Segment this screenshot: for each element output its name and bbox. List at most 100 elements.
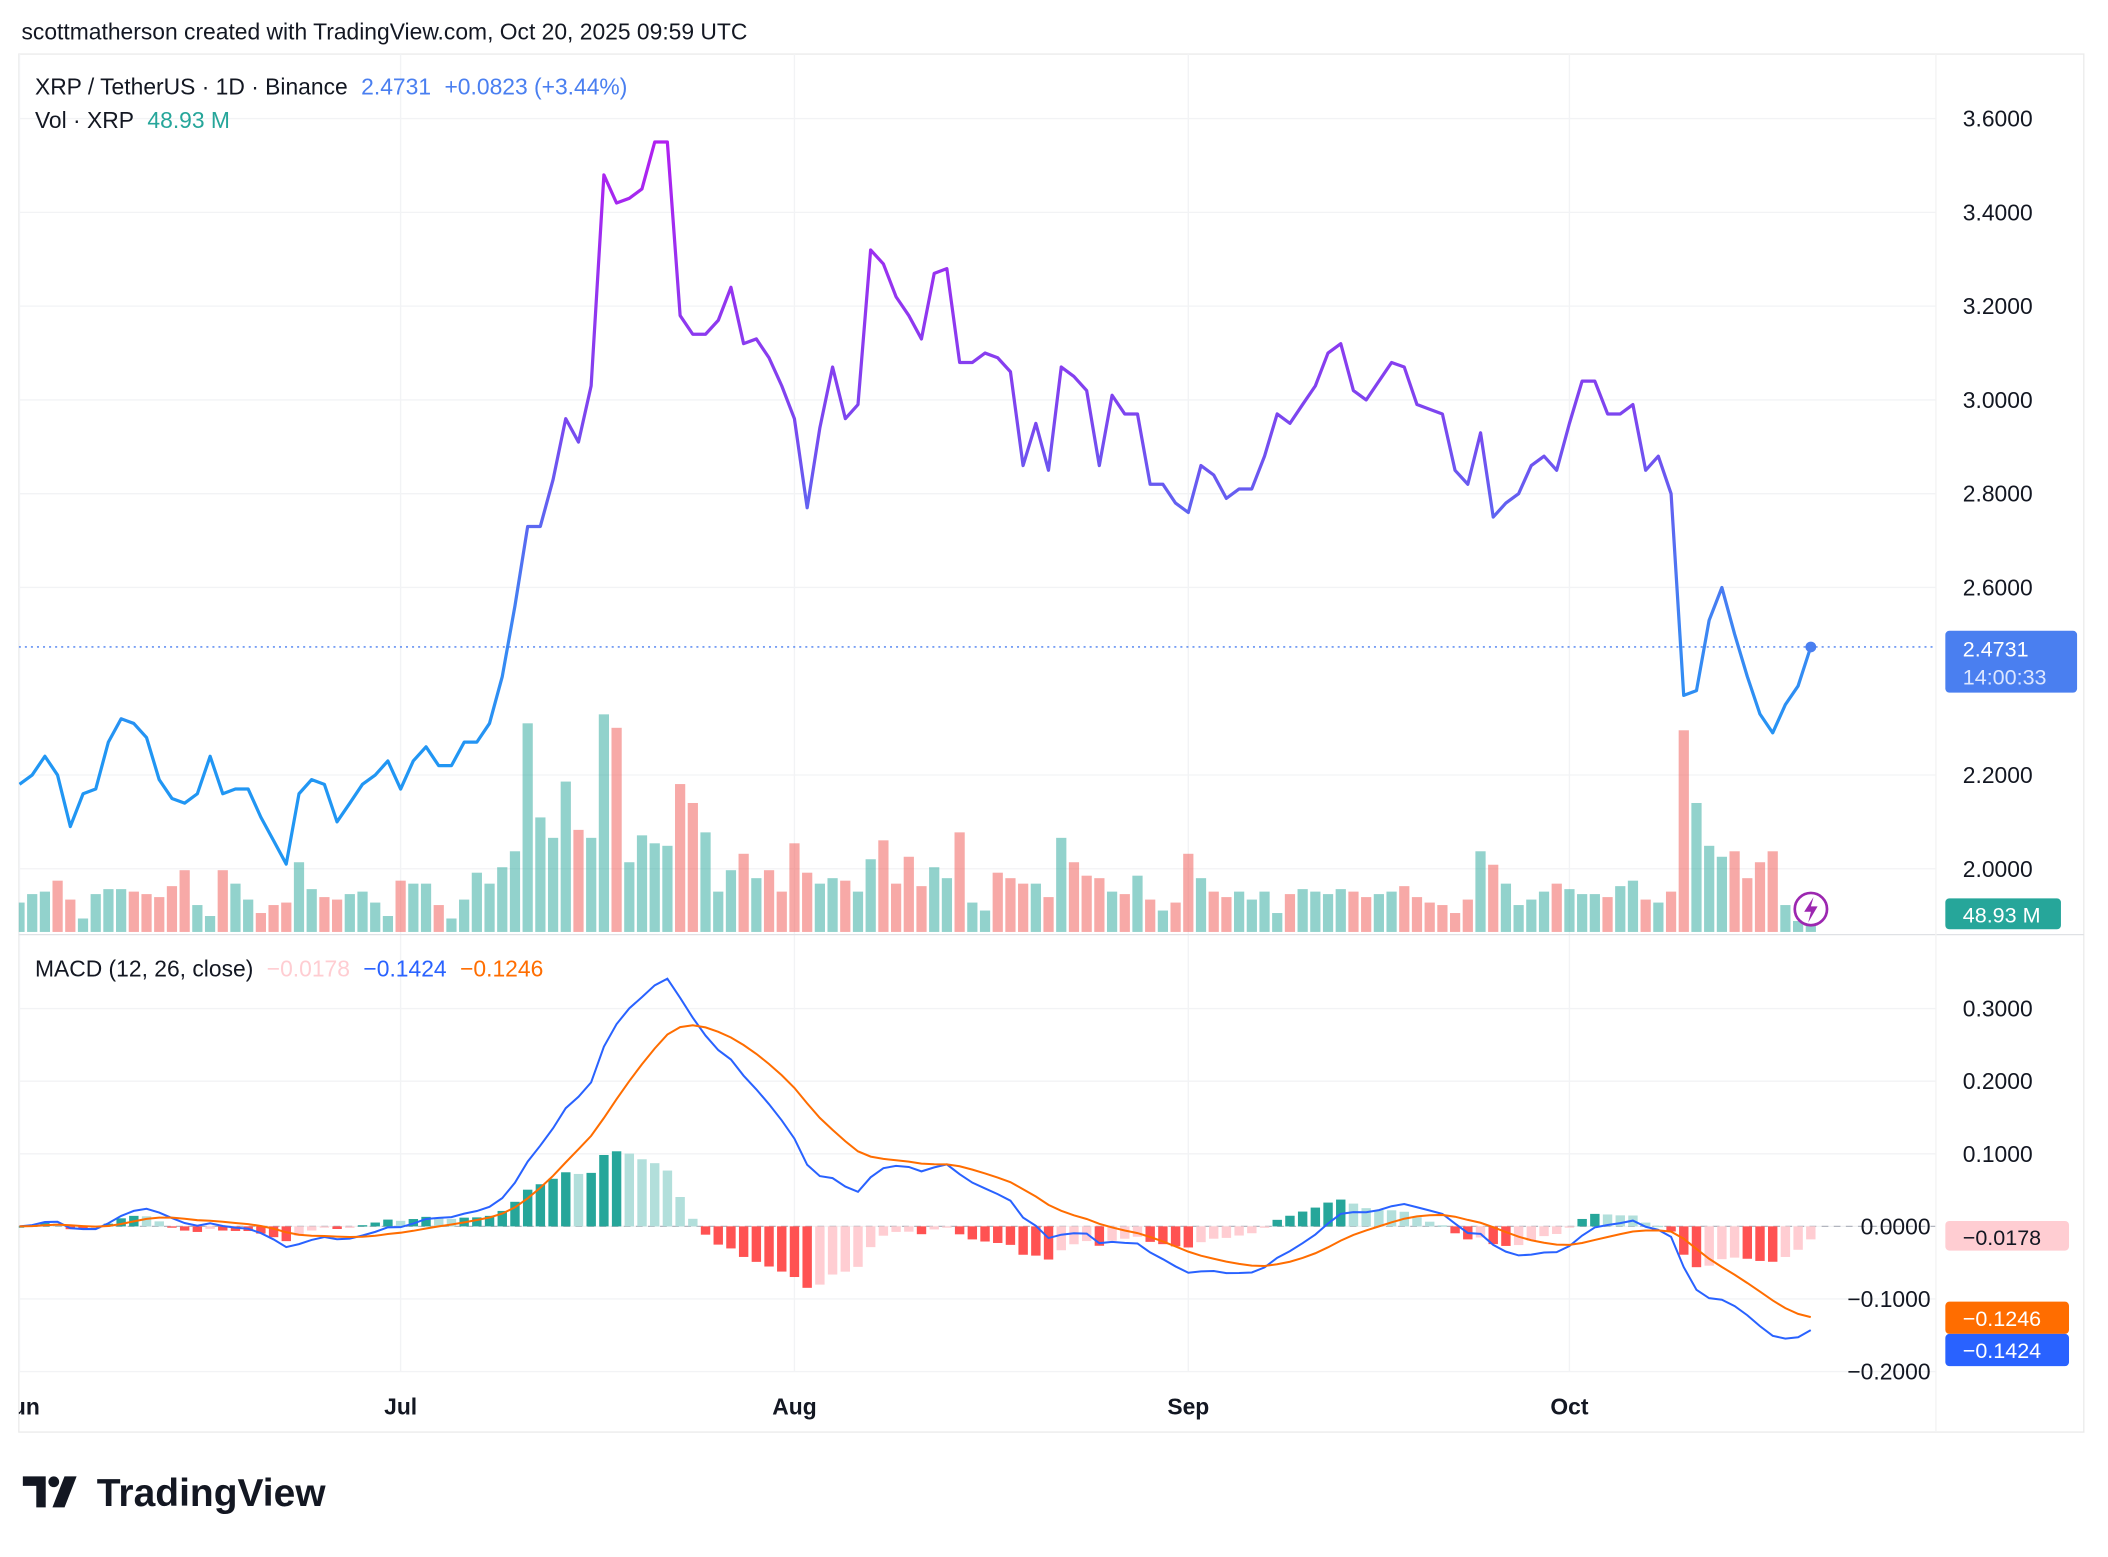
logo-text: TradingView bbox=[97, 1472, 327, 1515]
volume-bar bbox=[1386, 891, 1397, 932]
volume-bar bbox=[865, 859, 876, 932]
volume-bar bbox=[1437, 905, 1448, 932]
symbol-title[interactable]: XRP / TetherUS · 1D · Binance bbox=[35, 73, 348, 99]
volume-bar bbox=[77, 918, 89, 932]
macd-histogram-bar bbox=[764, 1226, 774, 1267]
lightning-icon[interactable] bbox=[1793, 891, 1829, 927]
volume-bar bbox=[1106, 891, 1118, 932]
volume-bar bbox=[1068, 862, 1080, 932]
macd-tick-label: 0.0000 bbox=[1861, 1213, 1931, 1239]
macd-histogram-bar bbox=[1475, 1226, 1486, 1238]
macd-histogram-bar bbox=[1768, 1226, 1778, 1262]
macd-badge-value: −0.1424 bbox=[1963, 1339, 2041, 1363]
volume-value: 48.93 M bbox=[147, 107, 230, 133]
volume-bar bbox=[331, 899, 343, 932]
macd-histogram-bar bbox=[1348, 1203, 1359, 1227]
macd-histogram-bar bbox=[878, 1226, 889, 1236]
volume-bar bbox=[789, 843, 800, 932]
hist-badge: −0.0178 bbox=[1945, 1220, 2070, 1251]
volume-bar bbox=[39, 891, 51, 932]
macd-histogram-bar bbox=[1158, 1226, 1168, 1245]
volume-bar bbox=[1018, 883, 1029, 932]
volume-bar bbox=[446, 918, 457, 932]
volume-bar bbox=[1043, 897, 1054, 932]
macd-histogram-bar bbox=[1552, 1226, 1562, 1234]
macd-histogram-bar bbox=[1323, 1202, 1333, 1227]
macd-histogram-bar bbox=[611, 1151, 622, 1227]
macd-histogram-bar bbox=[815, 1226, 825, 1285]
volume-bar bbox=[725, 870, 737, 932]
volume-bar bbox=[890, 883, 902, 932]
macd-histogram-bar bbox=[1196, 1226, 1206, 1243]
macd-histogram-bar bbox=[116, 1218, 126, 1227]
volume-bar bbox=[1780, 905, 1791, 932]
attribution: scottmatherson created with TradingView.… bbox=[22, 18, 748, 44]
volume-bar bbox=[751, 878, 762, 932]
macd-histogram-bar bbox=[294, 1226, 304, 1236]
macd-histogram-bar bbox=[1704, 1226, 1714, 1266]
volume-bar bbox=[1195, 878, 1207, 932]
macd-histogram-bar bbox=[345, 1226, 355, 1228]
volume-bar bbox=[1589, 894, 1600, 932]
macd-histogram-bar bbox=[586, 1172, 596, 1227]
hist-badge-value: −0.0178 bbox=[1963, 1226, 2041, 1250]
macd-histogram-bar bbox=[1132, 1226, 1143, 1237]
price-badge-value: 2.4731 bbox=[1963, 637, 2029, 661]
macd-histogram-bar bbox=[1285, 1215, 1295, 1227]
volume-bar bbox=[1551, 883, 1562, 932]
macd-histogram-bar bbox=[1577, 1218, 1587, 1227]
macd-histogram-bar bbox=[1564, 1226, 1575, 1228]
last-price-dot bbox=[1805, 641, 1817, 653]
volume-bar bbox=[52, 880, 63, 932]
macd-histogram-bar bbox=[751, 1226, 762, 1262]
macd-histogram-bar bbox=[1005, 1226, 1016, 1245]
countdown: 14:00:33 bbox=[1963, 666, 2047, 690]
macd-histogram-bar bbox=[1424, 1221, 1435, 1227]
volume-bar bbox=[522, 723, 533, 932]
macd-histogram-bar bbox=[777, 1226, 787, 1272]
volume-bar bbox=[433, 905, 444, 932]
volume-bar bbox=[776, 891, 787, 932]
volume-bar bbox=[1627, 880, 1639, 932]
volume-bar bbox=[1602, 897, 1613, 932]
macd-histogram-bar bbox=[1272, 1219, 1282, 1227]
macd-histogram-bar bbox=[1450, 1226, 1460, 1234]
volume-bar bbox=[1361, 897, 1372, 932]
volume-bar bbox=[1754, 862, 1766, 932]
volume-bar bbox=[408, 883, 419, 932]
price-change: +0.0823 (+3.44%) bbox=[444, 73, 627, 99]
price-tick-label: 3.6000 bbox=[1963, 106, 2033, 132]
macd-histogram-bar bbox=[421, 1216, 431, 1227]
macd-histogram-bar bbox=[713, 1226, 723, 1245]
volume-bar bbox=[1640, 899, 1651, 932]
volume-bar bbox=[1488, 864, 1499, 932]
volume-bar bbox=[204, 916, 216, 932]
price-badge: 2.4731 14:00:33 bbox=[1945, 630, 2078, 693]
volume-bar bbox=[1538, 891, 1550, 932]
volume-bar bbox=[636, 835, 648, 932]
macd-series bbox=[18, 977, 1816, 1340]
volume-bar bbox=[1704, 845, 1715, 932]
volume-label[interactable]: Vol · XRP bbox=[35, 107, 134, 133]
volume-bar bbox=[357, 891, 368, 932]
x-tick-label: Sep bbox=[1167, 1394, 1209, 1420]
macd-histogram-bar bbox=[192, 1226, 203, 1232]
volume-bar bbox=[192, 905, 203, 932]
macd-label[interactable]: MACD (12, 26, close) bbox=[35, 955, 253, 981]
volume-bar bbox=[319, 897, 330, 932]
macd-histogram-bar bbox=[1679, 1226, 1689, 1255]
volume-bar bbox=[471, 872, 482, 932]
volume-bar bbox=[687, 802, 698, 932]
macd-histogram-bar bbox=[1310, 1207, 1321, 1227]
macd-histogram-bar bbox=[827, 1226, 838, 1275]
macd-histogram-bar bbox=[1107, 1226, 1117, 1241]
volume-bar bbox=[1208, 891, 1219, 932]
macd-histogram-bar bbox=[1234, 1226, 1244, 1236]
price-tick-label: 2.6000 bbox=[1963, 575, 2033, 601]
tradingview-logo[interactable]: TradingView bbox=[22, 1472, 327, 1515]
volume-bar bbox=[116, 889, 127, 932]
macd-histogram-bar bbox=[395, 1220, 406, 1227]
macd-histogram-bar bbox=[662, 1170, 673, 1227]
